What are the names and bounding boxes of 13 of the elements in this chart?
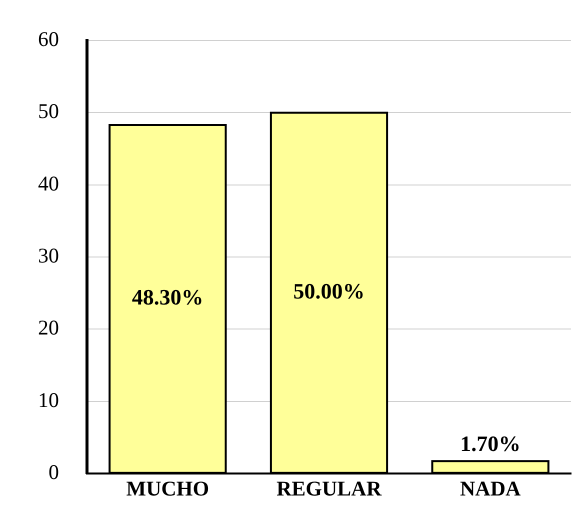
y-tick-label: 10 xyxy=(38,388,59,412)
x-tick-label: REGULAR xyxy=(276,476,382,500)
y-tick-label: 0 xyxy=(48,460,59,484)
x-tick-label: NADA xyxy=(460,476,522,500)
x-tick-label: MUCHO xyxy=(126,476,210,500)
y-tick-label: 20 xyxy=(38,316,59,340)
y-tick-label: 40 xyxy=(38,171,59,196)
y-tick-label: 60 xyxy=(38,27,59,52)
data-label: 50.00% xyxy=(293,278,365,304)
data-label: 48.30% xyxy=(132,284,204,310)
y-tick-label: 30 xyxy=(38,244,59,268)
y-tick-label: 50 xyxy=(38,99,59,124)
data-label: 1.70% xyxy=(460,430,521,456)
